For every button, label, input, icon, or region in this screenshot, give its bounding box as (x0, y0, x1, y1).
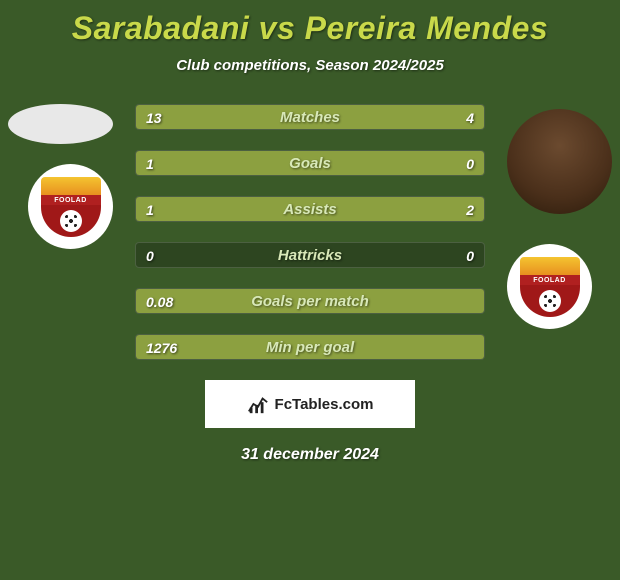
stat-row: Matches13 4 (135, 104, 485, 130)
subtitle: Club competitions, Season 2024/2025 (0, 57, 620, 74)
stat-label: Matches (136, 105, 484, 130)
stat-row: Assists1 2 (135, 196, 485, 222)
stat-value-left: 1276 (146, 335, 177, 360)
stat-value-left: 13 (146, 105, 162, 130)
stat-value-left: 1 (146, 197, 154, 222)
date-label: 31 december 2024 (0, 446, 620, 464)
stat-value-right: 0 (466, 243, 474, 268)
stat-label: Goals (136, 151, 484, 176)
stat-value-left: 0 (146, 243, 154, 268)
stat-value-left: 1 (146, 151, 154, 176)
stat-row: Goals1 0 (135, 150, 485, 176)
brand-link[interactable]: FcTables.com (205, 380, 415, 428)
ball-icon (539, 290, 561, 312)
page-title: Sarabadani vs Pereira Mendes (0, 10, 620, 47)
left-club-badge: FOOLAD (28, 164, 113, 249)
stat-label: Hattricks (136, 243, 484, 268)
stat-value-right: 4 (466, 105, 474, 130)
right-club-badge: FOOLAD (507, 244, 592, 329)
left-player-avatar (8, 104, 113, 144)
stat-value-right: 0 (466, 151, 474, 176)
stat-value-right: 2 (466, 197, 474, 222)
comparison-card: Sarabadani vs Pereira Mendes Club compet… (0, 0, 620, 464)
chart-icon (247, 393, 269, 415)
shield-icon: FOOLAD (41, 177, 101, 237)
stats-area: FOOLAD FOOLAD Matches134Goals10Assists12… (0, 104, 620, 360)
stat-row: Hattricks0 0 (135, 242, 485, 268)
left-club-label: FOOLAD (41, 197, 101, 204)
stat-label: Min per goal (136, 335, 484, 360)
right-club-label: FOOLAD (520, 277, 580, 284)
stat-value-left: 0.08 (146, 289, 173, 314)
brand-label: FcTables.com (275, 396, 374, 413)
shield-icon: FOOLAD (520, 257, 580, 317)
stat-row: Goals per match0.08 (135, 288, 485, 314)
right-player-avatar (507, 109, 612, 214)
stat-rows: Matches134Goals10Assists12Hattricks00Goa… (135, 104, 485, 360)
stat-label: Assists (136, 197, 484, 222)
ball-icon (60, 210, 82, 232)
stat-label: Goals per match (136, 289, 484, 314)
stat-row: Min per goal1276 (135, 334, 485, 360)
